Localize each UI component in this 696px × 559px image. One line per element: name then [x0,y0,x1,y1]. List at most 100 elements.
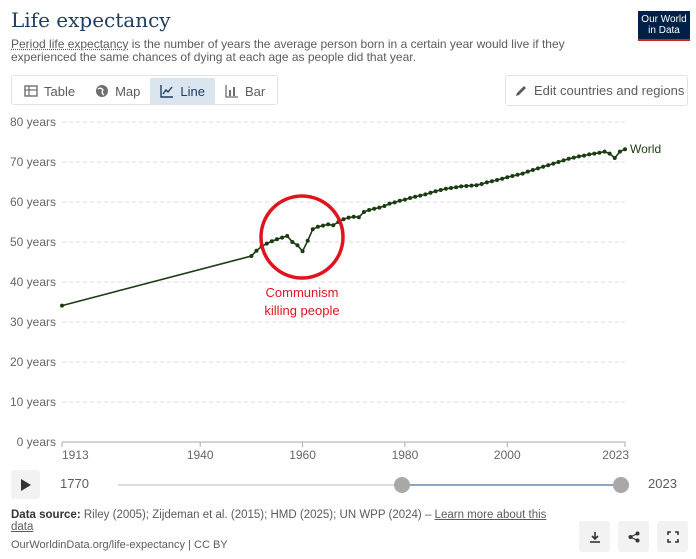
data-point [264,241,269,246]
data-point [300,249,305,254]
data-point [592,151,597,156]
data-point [448,186,453,190]
data-point [60,303,64,308]
data-point [254,248,259,253]
data-point [310,227,315,232]
fullscreen-button[interactable] [657,521,688,552]
data-point [495,178,500,182]
data-point [367,208,372,212]
tab-bar-label: Bar [244,83,266,99]
timeline-start-label: 1770 [60,476,89,491]
data-point [433,189,438,194]
y-tick-label: 80 years [10,115,56,129]
license-link[interactable]: OurWorldinData.org/life-expectancy | CC … [11,539,228,551]
data-point [269,239,274,244]
x-tick-label: 1940 [187,448,214,462]
subtitle-definition-link[interactable]: Period life expectancy [11,37,129,51]
data-point [489,179,494,184]
logo-line-1: Our World [641,14,687,25]
owid-logo[interactable]: Our World in Data [638,11,690,41]
data-point [459,184,464,189]
data-point [387,201,392,206]
timeline-start-handle[interactable] [394,477,410,493]
data-point [305,238,310,243]
edit-countries-label: Edit countries and regions [534,83,685,98]
play-button[interactable] [11,470,40,499]
data-point [515,172,520,177]
data-point [249,254,254,258]
timeline-end-label: 2023 [648,476,677,491]
data-point [566,156,571,161]
data-point [602,149,607,154]
learn-more-link[interactable]: Learn more about this data [11,509,547,533]
line-chart-icon [160,85,174,98]
data-point [597,150,602,155]
tab-table[interactable]: Table [14,78,85,104]
data-point [576,154,581,159]
tab-line[interactable]: Line [150,78,215,104]
y-tick-label: 30 years [10,315,56,329]
y-tick-label: 10 years [10,395,56,409]
tab-bar[interactable]: Bar [215,78,275,104]
y-tick-label: 50 years [10,235,56,249]
source-text: Riley (2005); Zijdeman et al. (2015); HM… [80,509,435,521]
data-point [346,215,351,220]
edit-countries-button[interactable]: Edit countries and regions [505,75,688,106]
annotation-circle [259,194,345,280]
data-point [274,237,279,242]
data-point [474,183,479,188]
download-button[interactable] [579,521,610,552]
data-point [556,160,561,164]
data-point [617,149,622,154]
share-button[interactable] [618,521,649,552]
x-tick-label: 1913 [62,448,89,462]
x-tick-label: 2023 [602,448,629,462]
y-tick-label: 0 years [17,435,56,449]
series-label-world: World [630,142,661,156]
data-point [392,200,397,205]
data-point [464,184,469,188]
data-point [510,174,515,178]
data-point [607,151,612,156]
data-point [382,204,387,208]
data-point [520,171,525,176]
data-point [525,169,530,174]
download-icon [589,531,600,543]
timeline-track[interactable] [118,484,622,486]
chart-subtitle: Period life expectancy is the number of … [11,38,591,64]
data-point [295,243,300,248]
data-point [377,205,382,210]
y-tick-label: 60 years [10,195,56,209]
tab-table-label: Table [44,83,76,99]
data-point [408,196,413,200]
data-point [443,186,448,191]
y-tick-label: 40 years [10,275,56,289]
data-point [402,197,407,202]
data-point [469,183,474,188]
bar-chart-icon [225,85,238,98]
data-point [423,192,428,197]
tab-map-label: Map [115,83,141,99]
x-tick-label: 1980 [392,448,419,462]
timeline-end-handle[interactable] [613,477,629,493]
data-point [484,180,489,185]
data-point [361,210,366,214]
data-point [418,193,423,198]
data-point [571,155,576,160]
table-icon [24,85,38,97]
chart-tab-bar: Table Map Line Bar [11,75,279,105]
data-point [500,176,505,181]
globe-icon [96,85,109,97]
y-tick-label: 70 years [10,155,56,169]
data-point [331,223,336,228]
annotation-text-line-2: killing people [264,303,339,318]
data-point [372,206,377,211]
tab-map[interactable]: Map [85,78,150,104]
data-point [341,217,346,222]
data-point [505,175,510,180]
y-tick-label: 20 years [10,355,56,369]
data-source: Data source: Riley (2005); Zijdeman et a… [11,509,571,533]
chart-title: Life expectancy [11,8,171,32]
data-point [530,168,535,172]
data-point [285,234,290,238]
